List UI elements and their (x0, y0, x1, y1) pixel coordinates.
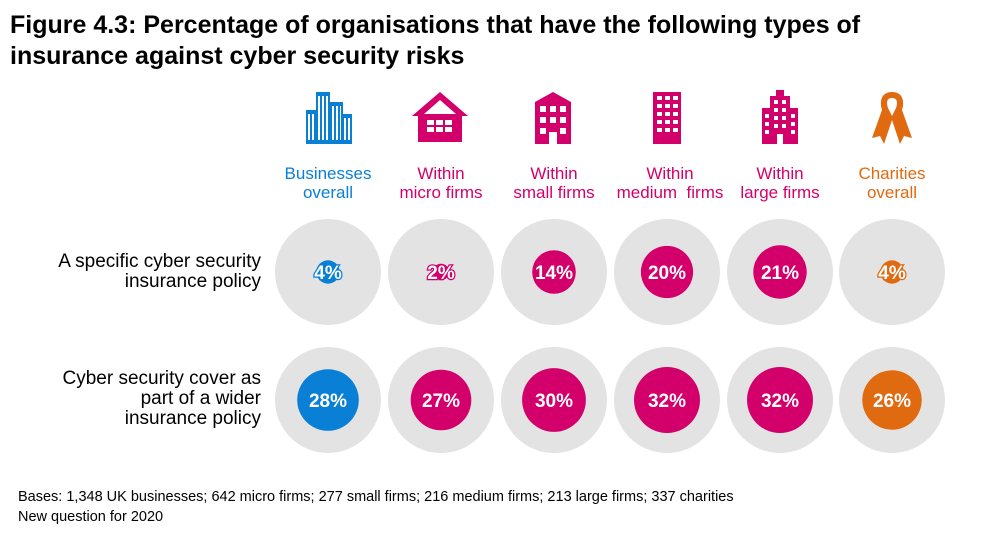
column-label-small: Within small firms (496, 164, 612, 202)
row-label-line: Cyber security cover as (62, 368, 261, 389)
column-label-micro: Within micro firms (383, 164, 499, 202)
bubble-value (880, 260, 904, 284)
column-label-line: overall (866, 183, 918, 202)
column-label-charities: Charities overall (834, 164, 950, 202)
column-label-medium: Within medium firms (608, 164, 732, 202)
column-label-line: micro firms (399, 183, 483, 202)
data-label: 4% (878, 263, 906, 284)
bubble-value (634, 367, 700, 433)
data-label: 21% (761, 263, 799, 284)
ribbon-icon (872, 92, 912, 144)
column-label-businesses: Businesses overall (270, 164, 386, 202)
data-label: 20% (648, 263, 686, 284)
data-label: 28% (309, 391, 347, 412)
house-icon (412, 92, 468, 142)
column-label-line: small firms (513, 183, 595, 202)
column-label-line: medium firms (616, 183, 724, 202)
bubble-value (862, 370, 922, 430)
office-buildings-icon (306, 92, 352, 144)
data-label: 32% (648, 391, 686, 412)
data-label: 14% (535, 263, 573, 284)
column-label-line: Within (756, 164, 804, 183)
bases-note: Bases: 1,348 UK businesses; 642 micro fi… (18, 489, 734, 505)
bubble-value (410, 369, 472, 431)
bubble-value (753, 245, 807, 299)
row-label-line: insurance policy (124, 271, 261, 292)
chart-title: Figure 4.3: Percentage of organisations … (10, 11, 861, 70)
medium-building-icon (653, 92, 681, 144)
data-label: 4% (314, 263, 342, 284)
large-building-icon (762, 90, 798, 144)
column-label-large: Within large firms (722, 164, 838, 202)
bubble-value (522, 368, 586, 432)
column-label-line: overall (302, 183, 354, 202)
bubble-value (297, 369, 359, 431)
row-label-line: insurance policy (124, 408, 261, 429)
bubble-value (747, 367, 813, 433)
row-label-line: A specific cyber security (58, 251, 261, 272)
row-label-wider-policy: Cyber security cover as part of a wider … (1, 369, 261, 429)
data-label: 27% (422, 391, 460, 412)
row-label-line: part of a wider (140, 388, 261, 409)
column-label-line: Businesses (284, 164, 372, 183)
row-label-specific-policy: A specific cyber security insurance poli… (1, 252, 261, 292)
column-label-line: Within (646, 164, 694, 183)
column-label-line: large firms (740, 183, 820, 202)
bubble-value (640, 245, 694, 299)
data-label: 26% (873, 391, 911, 412)
column-label-line: Within (530, 164, 578, 183)
data-label: 2% (427, 263, 455, 284)
new-question-note: New question for 2020 (18, 509, 164, 525)
bubble-value (532, 250, 576, 294)
column-label-line: Within (417, 164, 465, 183)
bubble-value (316, 260, 340, 284)
data-label: 32% (761, 391, 799, 412)
column-label-line: Charities (858, 164, 926, 183)
data-label: 30% (535, 391, 573, 412)
bubble-value (432, 263, 450, 281)
small-building-icon (535, 92, 571, 144)
